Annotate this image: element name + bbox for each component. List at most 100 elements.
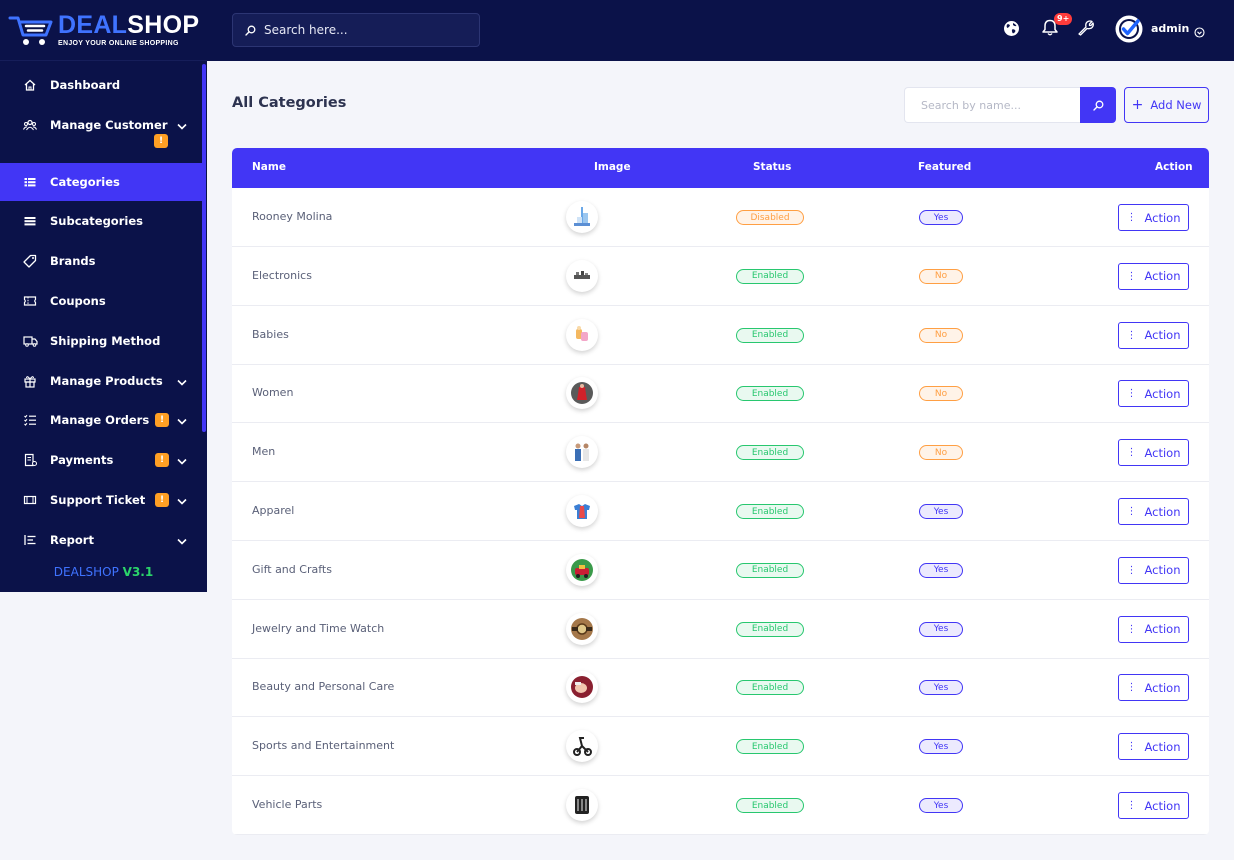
table-row: Men Enabled No ⋮ Action xyxy=(232,423,1209,483)
category-image xyxy=(566,377,598,410)
status-badge[interactable]: Enabled xyxy=(736,798,804,813)
category-name: Apparel xyxy=(252,504,295,517)
featured-badge[interactable]: No xyxy=(919,386,963,402)
sidebar-item-dashboard[interactable]: Dashboard xyxy=(0,66,207,104)
gift-icon xyxy=(22,373,38,389)
featured-badge[interactable]: Yes xyxy=(919,504,963,519)
featured-badge[interactable]: No xyxy=(919,268,963,284)
more-vertical-icon: ⋮ xyxy=(1126,212,1137,223)
sidebar-item-manage-orders[interactable]: Manage Orders ! xyxy=(0,401,207,439)
category-name: Gift and Crafts xyxy=(252,562,332,576)
category-name: Vehicle Parts xyxy=(252,798,323,811)
category-search-button[interactable] xyxy=(1080,87,1116,123)
status-badge[interactable]: Enabled xyxy=(736,268,804,284)
action-label: Action xyxy=(1144,504,1181,519)
featured-badge[interactable]: Yes xyxy=(919,562,963,578)
action-button[interactable]: ⋮ Action xyxy=(1118,262,1189,290)
featured-badge[interactable]: Yes xyxy=(919,739,963,755)
more-vertical-icon: ⋮ xyxy=(1126,741,1137,753)
sidebar-scrollbar[interactable] xyxy=(202,64,206,432)
admin-username[interactable]: admin xyxy=(1151,22,1190,35)
status-badge[interactable]: Enabled xyxy=(736,386,804,402)
action-button[interactable]: ⋮ Action xyxy=(1118,204,1189,231)
sidebar-item-label: Manage Products xyxy=(50,374,163,388)
sidebar-item-coupons[interactable]: Coupons xyxy=(0,282,207,320)
sidebar-item-label: Shipping Method xyxy=(50,334,161,348)
category-search-input[interactable] xyxy=(904,87,1080,123)
global-search[interactable] xyxy=(232,13,480,47)
home-icon xyxy=(22,77,38,93)
more-vertical-icon: ⋮ xyxy=(1126,800,1137,811)
category-name: Rooney Molina xyxy=(252,210,333,223)
status-badge[interactable]: Enabled xyxy=(736,327,804,343)
status-badge[interactable]: Enabled xyxy=(736,680,804,696)
category-name: Beauty and Personal Care xyxy=(252,680,395,694)
search-icon xyxy=(1092,100,1103,111)
coupon-icon xyxy=(22,293,38,309)
category-image xyxy=(566,318,598,351)
action-button[interactable]: ⋮ Action xyxy=(1118,498,1189,525)
sidebar-item-subcategories[interactable]: Subcategories xyxy=(0,202,207,240)
action-label: Action xyxy=(1144,269,1181,284)
more-vertical-icon: ⋮ xyxy=(1126,564,1137,576)
category-image xyxy=(566,553,598,586)
subcategories-icon xyxy=(22,213,38,229)
brand-logo[interactable]: DEALSHOP ENJOY YOUR ONLINE SHOPPING xyxy=(0,0,207,61)
action-button[interactable]: ⋮ Action xyxy=(1118,380,1189,408)
sidebar-item-categories[interactable]: Categories xyxy=(0,163,202,201)
sidebar-item-label: Coupons xyxy=(50,294,106,308)
notification-count-badge: 9+ xyxy=(1054,13,1073,25)
status-badge[interactable]: Enabled xyxy=(736,445,804,461)
status-badge[interactable]: Enabled xyxy=(736,739,804,755)
action-button[interactable]: ⋮ Action xyxy=(1118,674,1189,702)
more-vertical-icon: ⋮ xyxy=(1126,388,1137,400)
featured-badge[interactable]: Yes xyxy=(919,798,963,813)
featured-badge[interactable]: Yes xyxy=(919,621,963,637)
chevron-down-circle-icon[interactable] xyxy=(1194,23,1205,42)
sidebar-item-manage-products[interactable]: Manage Products xyxy=(0,362,207,400)
receipt-icon xyxy=(22,452,38,468)
sidebar-item-label: Support Ticket xyxy=(50,493,146,507)
table-row: Beauty and Personal Care Enabled Yes ⋮ Actio… xyxy=(232,658,1209,718)
action-button[interactable]: ⋮ Action xyxy=(1118,439,1189,467)
table-row: Women Enabled No ⋮ Action xyxy=(232,364,1209,424)
sidebar-item-payments[interactable]: Payments ! xyxy=(0,441,207,479)
bell-icon[interactable]: 9+ xyxy=(1041,13,1073,41)
admin-avatar[interactable] xyxy=(1114,14,1144,48)
sidebar-item-label: Manage Orders xyxy=(50,413,150,427)
featured-badge[interactable]: Yes xyxy=(919,210,963,225)
action-label: Action xyxy=(1144,563,1181,578)
status-badge[interactable]: Enabled xyxy=(736,562,804,578)
featured-badge[interactable]: No xyxy=(919,445,963,461)
status-badge[interactable]: Enabled xyxy=(736,504,804,519)
sidebar-item-report[interactable]: Report xyxy=(0,521,207,559)
sidebar-item-shipping-method[interactable]: Shipping Method xyxy=(0,322,207,360)
table-row: Vehicle Parts Enabled Yes ⋮ Action xyxy=(232,776,1209,835)
warning-badge: ! xyxy=(155,493,169,507)
action-button[interactable]: ⋮ Action xyxy=(1118,556,1189,584)
globe-icon[interactable] xyxy=(1003,20,1020,41)
sidebar-item-support-ticket[interactable]: Support Ticket ! xyxy=(0,481,207,519)
action-button[interactable]: ⋮ Action xyxy=(1118,792,1189,819)
column-header-image: Image xyxy=(594,161,631,173)
chevron-down-icon xyxy=(177,454,187,468)
more-vertical-icon: ⋮ xyxy=(1126,623,1137,635)
action-button[interactable]: ⋮ Action xyxy=(1118,733,1189,761)
action-button[interactable]: ⋮ Action xyxy=(1118,615,1189,643)
sidebar-item-brands[interactable]: Brands xyxy=(0,242,207,280)
action-label: Action xyxy=(1144,328,1181,343)
featured-badge[interactable]: No xyxy=(919,327,963,343)
global-search-input[interactable] xyxy=(264,23,464,37)
chevron-down-icon xyxy=(177,414,187,428)
featured-badge[interactable]: Yes xyxy=(919,680,963,696)
category-image xyxy=(566,612,598,645)
action-button[interactable]: ⋮ Action xyxy=(1118,321,1189,349)
sidebar-item-manage-customer[interactable]: Manage Customer ! xyxy=(0,106,207,148)
wrench-icon[interactable] xyxy=(1077,19,1094,40)
column-header-status: Status xyxy=(753,161,792,173)
categories-icon xyxy=(22,174,38,190)
status-badge[interactable]: Disabled xyxy=(736,210,804,225)
add-new-button[interactable]: + Add New xyxy=(1124,87,1209,123)
status-badge[interactable]: Enabled xyxy=(736,621,804,637)
column-header-action: Action xyxy=(1155,161,1193,173)
